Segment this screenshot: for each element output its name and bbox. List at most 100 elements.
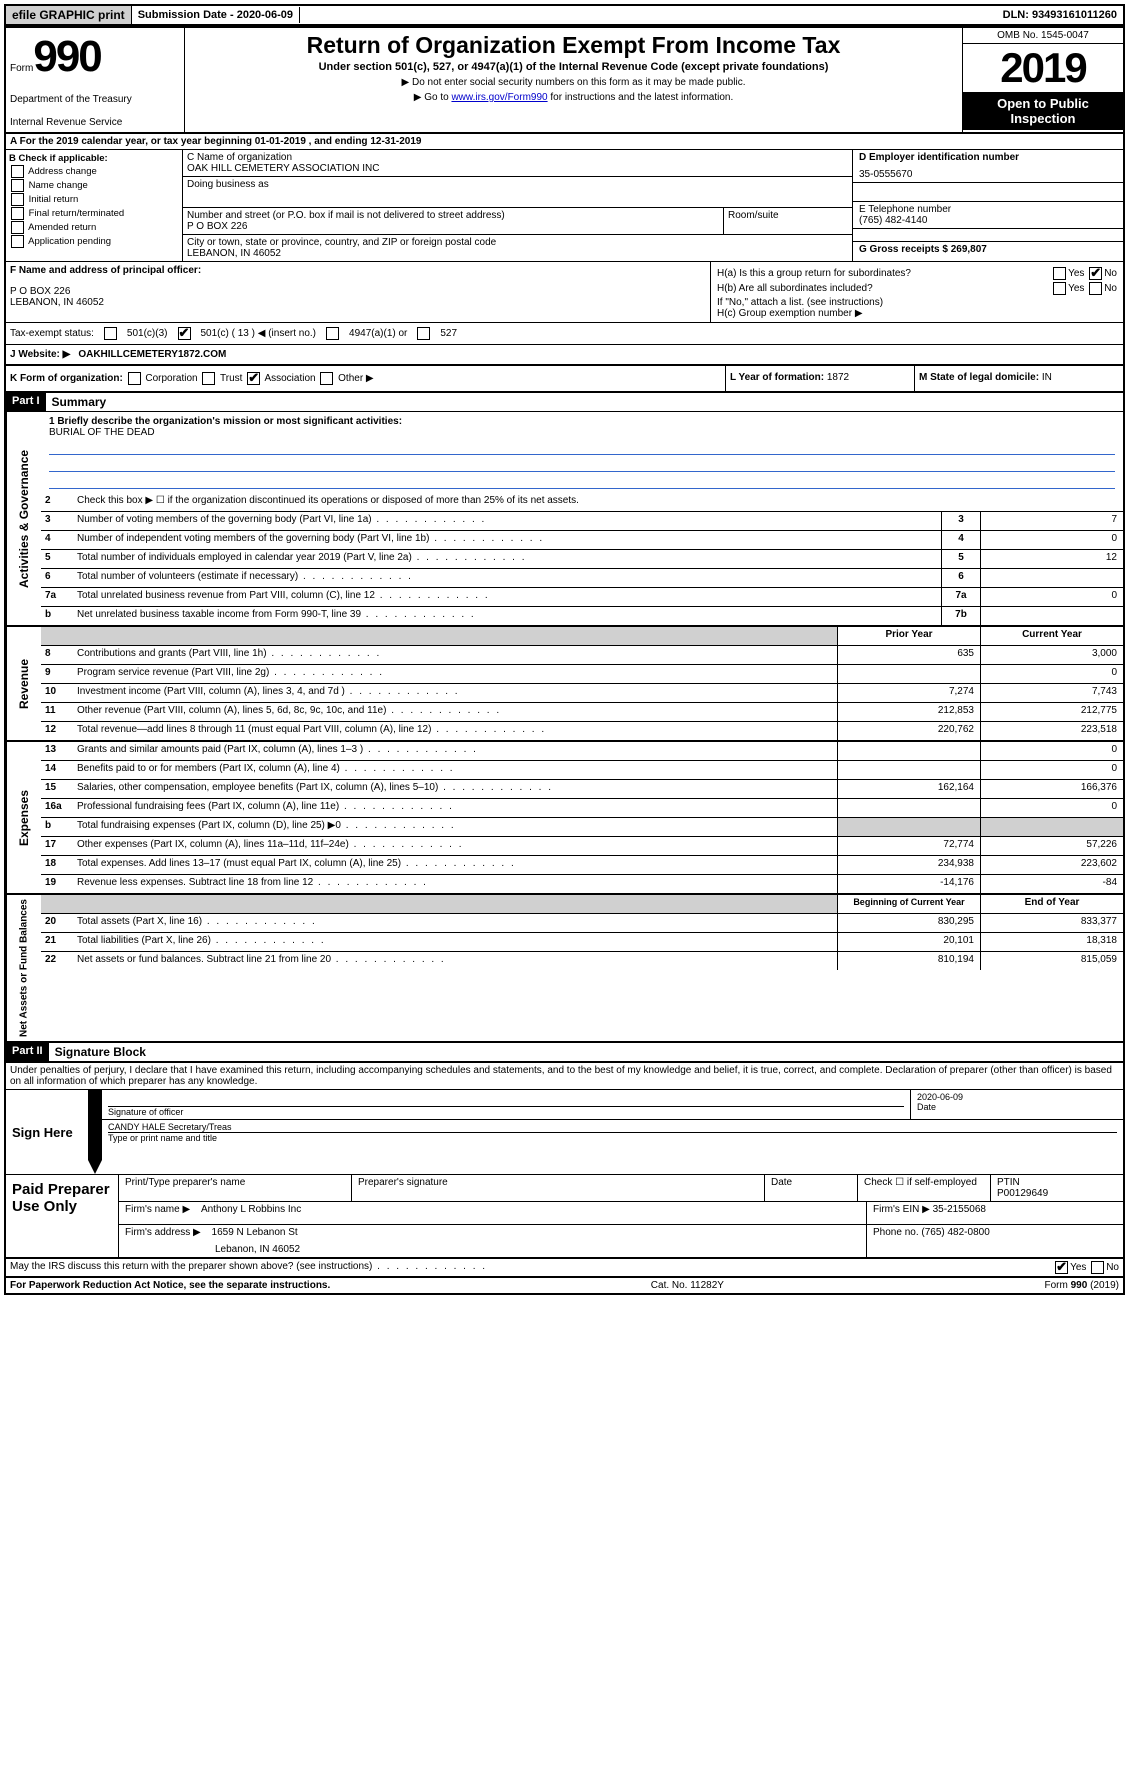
addr-label: Number and street (or P.O. box if mail i… [187,210,719,221]
submission-date: Submission Date - 2020-06-09 [132,7,300,23]
efile-print-button[interactable]: efile GRAPHIC print [6,6,132,24]
instr-pre: ▶ Go to [414,92,452,103]
vert-expenses: Expenses [6,742,41,893]
paid-preparer-section: Paid Preparer Use Only Print/Type prepar… [6,1175,1123,1259]
firm-addr1: 1659 N Lebanon St [212,1227,298,1238]
check-initial-return[interactable]: Initial return [9,193,179,206]
c-name-label: C Name of organization [187,152,848,163]
irs-discuss-yes[interactable] [1055,1261,1068,1274]
section-f: F Name and address of principal officer:… [6,262,711,322]
city-value: LEBANON, IN 46052 [187,248,848,259]
label-other: Other ▶ [338,373,373,384]
part2-title: Signature Block [49,1043,152,1061]
line-row: 21Total liabilities (Part X, line 26)20,… [41,933,1123,952]
firm-addr2: Lebanon, IN 46052 [215,1244,860,1255]
line-row: bTotal fundraising expenses (Part IX, co… [41,818,1123,837]
city-label: City or town, state or province, country… [187,237,848,248]
check-address-change[interactable]: Address change [9,165,179,178]
check-527[interactable] [417,327,430,340]
website-label: J Website: ▶ [10,349,70,360]
section-d-e-g: D Employer identification number 35-0555… [853,150,1123,261]
check-name-change[interactable]: Name change [9,179,179,192]
website-value[interactable]: OAKHILLCEMETERY1872.COM [78,349,226,360]
line-row: 12Total revenue—add lines 8 through 11 (… [41,722,1123,740]
line-row: 13Grants and similar amounts paid (Part … [41,742,1123,761]
check-other[interactable] [320,372,333,385]
ptin-value: P00129649 [997,1188,1117,1199]
check-501c3[interactable] [104,327,117,340]
penalties-text: Under penalties of perjury, I declare th… [6,1062,1123,1089]
instr-post: for instructions and the latest informat… [548,92,734,103]
expenses-section: Expenses 13Grants and similar amounts pa… [6,742,1123,895]
irs-discuss-text: May the IRS discuss this return with the… [10,1261,487,1274]
room-label: Room/suite [724,208,852,234]
label-trust: Trust [220,373,242,384]
q2-text: Check this box ▶ ☐ if the organization d… [73,493,1123,511]
vert-revenue: Revenue [6,627,41,740]
check-final-return[interactable]: Final return/terminated [9,207,179,220]
ein-value: 35-0555670 [859,169,1117,180]
ha-label: H(a) Is this a group return for subordin… [717,268,911,279]
sig-date-value: 2020-06-09 [917,1092,1117,1102]
check-association[interactable] [247,372,260,385]
paid-prep-label: Paid Preparer Use Only [6,1175,119,1257]
instruction-ssn: ▶ Do not enter social security numbers o… [189,77,958,88]
mission-text: BURIAL OF THE DEAD [49,427,1115,438]
sig-date-label: Date [917,1102,1117,1112]
dba-label: Doing business as [187,179,848,190]
firm-addr-label: Firm's address ▶ [125,1227,201,1238]
prep-sig-label: Preparer's signature [352,1175,765,1201]
irs-form-link[interactable]: www.irs.gov/Form990 [451,92,547,103]
check-amended-return[interactable]: Amended return [9,221,179,234]
line-row: 4Number of independent voting members of… [41,531,1123,550]
line-row: 3Number of voting members of the governi… [41,512,1123,531]
line-row: 16aProfessional fundraising fees (Part I… [41,799,1123,818]
m-value: IN [1042,372,1052,383]
row-a-tax-year: A For the 2019 calendar year, or tax yea… [6,134,1123,150]
irs-discuss-no[interactable] [1091,1261,1104,1274]
sign-here-label: Sign Here [6,1090,88,1174]
officer-name: CANDY HALE Secretary/Treas [108,1122,1117,1133]
hb-yes[interactable] [1053,282,1066,295]
check-501c[interactable] [178,327,191,340]
hb-no[interactable] [1089,282,1102,295]
ha-no[interactable] [1089,267,1102,280]
section-h: H(a) Is this a group return for subordin… [711,262,1123,322]
line-row: 10Investment income (Part VIII, column (… [41,684,1123,703]
label-corporation: Corporation [145,373,197,384]
line-row: bNet unrelated business taxable income f… [41,607,1123,625]
gross-receipts-label: G Gross receipts $ [859,244,951,255]
ha-yes[interactable] [1053,267,1066,280]
line-row: 9Program service revenue (Part VIII, lin… [41,665,1123,684]
form-number: 990 [33,32,100,81]
line-row: 5Total number of individuals employed in… [41,550,1123,569]
self-employed-check[interactable]: Check ☐ if self-employed [858,1175,991,1201]
vert-governance: Activities & Governance [6,412,41,625]
line-row: 20Total assets (Part X, line 16)830,2958… [41,914,1123,933]
col-current-year: Current Year [980,627,1123,645]
line-row: 19Revenue less expenses. Subtract line 1… [41,875,1123,893]
col-prior-year: Prior Year [837,627,980,645]
section-fgh: F Name and address of principal officer:… [6,262,1123,323]
sign-section: Sign Here Signature of officer 2020-06-0… [6,1089,1123,1175]
check-application-pending[interactable]: Application pending [9,235,179,248]
hb-label: H(b) Are all subordinates included? [717,283,873,294]
label-association: Association [264,373,315,384]
part1-badge: Part I [6,393,46,411]
irs-label: Internal Revenue Service [10,117,180,128]
check-corporation[interactable] [128,372,141,385]
line-row: 8Contributions and grants (Part VIII, li… [41,646,1123,665]
m-label: M State of legal domicile: [919,372,1042,383]
cat-no: Cat. No. 11282Y [651,1280,724,1291]
section-bcd: B Check if applicable: Address change Na… [6,150,1123,262]
b-label: B Check if applicable: [9,153,179,164]
f-line2: LEBANON, IN 46052 [10,297,706,308]
check-trust[interactable] [202,372,215,385]
gross-receipts-value: 269,807 [951,244,987,255]
firm-ein: 35-2155068 [933,1204,986,1215]
omb-number: OMB No. 1545-0047 [963,28,1123,44]
q1-label: 1 Briefly describe the organization's mi… [49,416,1115,427]
line-row: 14Benefits paid to or for members (Part … [41,761,1123,780]
part1-header-row: Part I Summary [6,393,1123,412]
check-4947[interactable] [326,327,339,340]
